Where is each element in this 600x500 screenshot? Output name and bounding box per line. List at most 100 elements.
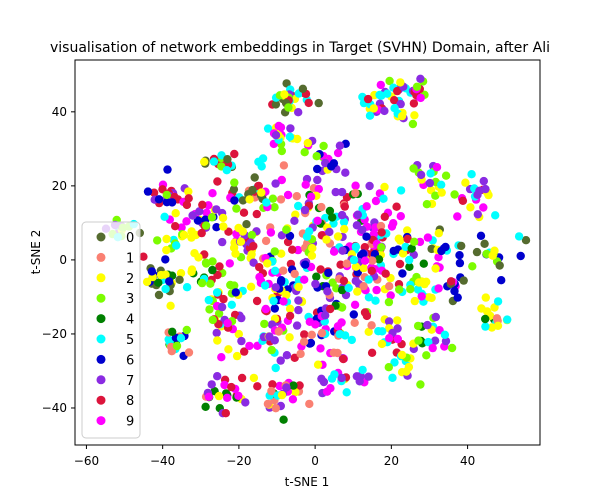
scatter-point: [497, 276, 506, 285]
scatter-point: [358, 225, 367, 235]
scatter-point: [467, 170, 476, 179]
scatter-point: [377, 243, 386, 252]
scatter-point: [263, 124, 273, 133]
scatter-point: [257, 188, 266, 197]
scatter-point: [363, 94, 373, 104]
scatter-point: [261, 304, 270, 314]
chart-title: visualisation of network embeddings in T…: [50, 40, 550, 56]
scatter-point: [396, 236, 405, 245]
scatter-point: [313, 216, 322, 225]
scatter-point: [395, 285, 404, 294]
scatter-point: [321, 311, 330, 320]
scatter-point: [376, 221, 386, 231]
scatter-point: [300, 330, 309, 339]
scatter-point: [326, 304, 335, 314]
scatter-point: [416, 170, 426, 180]
scatter-point: [252, 296, 262, 306]
scatter-point: [322, 387, 332, 396]
scatter-point: [175, 275, 184, 284]
scatter-point: [396, 186, 406, 195]
scatter-point: [403, 234, 412, 244]
scatter-point: [314, 184, 323, 194]
scatter-point: [249, 241, 258, 251]
scatter-point: [294, 305, 303, 315]
scatter-point: [230, 178, 239, 187]
scatter-point: [161, 284, 170, 294]
scatter-point: [230, 196, 239, 205]
scatter-point: [329, 247, 339, 256]
scatter-point: [329, 348, 338, 357]
scatter-point: [437, 180, 446, 189]
scatter-point: [208, 257, 217, 266]
scatter-point: [351, 188, 360, 198]
scatter-point: [295, 381, 304, 390]
scatter-point: [351, 181, 360, 190]
scatter-point: [412, 82, 422, 92]
scatter-point: [455, 258, 465, 268]
scatter-point: [230, 149, 239, 159]
scatter-point: [434, 253, 443, 262]
scatter-point: [171, 222, 180, 231]
scatter-point: [365, 181, 374, 191]
scatter-point: [204, 392, 214, 401]
scatter-point: [423, 320, 432, 330]
scatter-point: [300, 148, 309, 157]
scatter-point: [313, 360, 323, 369]
x-tick-label: −60: [74, 454, 99, 468]
scatter-point: [248, 185, 257, 195]
scatter-point: [252, 209, 261, 219]
scatter-point: [396, 99, 405, 109]
scatter-point: [322, 235, 331, 244]
scatter-point: [213, 177, 222, 186]
scatter-point: [384, 297, 394, 307]
scatter-point: [301, 260, 310, 269]
scatter-point: [275, 381, 284, 391]
scatter-point: [424, 293, 434, 302]
scatter-point: [369, 104, 378, 113]
scatter-point: [316, 344, 325, 353]
scatter-point: [410, 296, 419, 306]
scatter-point: [238, 196, 248, 205]
scatter-point: [188, 211, 197, 220]
scatter-point: [304, 98, 313, 108]
x-axis-label: t-SNE 1: [285, 475, 330, 489]
scatter-point: [271, 363, 280, 373]
scatter-point: [268, 194, 278, 203]
scatter-point: [481, 293, 490, 302]
scatter-point: [340, 202, 349, 211]
scatter-point: [390, 358, 399, 367]
scatter-point: [234, 329, 243, 339]
scatter-point: [220, 380, 229, 390]
scatter-point: [217, 302, 227, 312]
scatter-point: [229, 185, 239, 194]
scatter-point: [422, 277, 431, 286]
scatter-point: [279, 266, 288, 275]
scatter-point: [325, 206, 335, 216]
scatter-point: [162, 234, 171, 244]
scatter-point: [217, 353, 226, 362]
scatter-point: [368, 256, 377, 265]
scatter-point: [305, 317, 314, 326]
scatter-point: [279, 161, 289, 170]
scatter-point: [360, 308, 370, 317]
scatter-point: [360, 256, 370, 265]
scatter-point: [350, 318, 359, 327]
scatter-point: [277, 249, 286, 258]
scatter-point: [277, 175, 286, 185]
scatter-point: [328, 213, 337, 222]
scatter-point: [271, 283, 280, 292]
scatter-point: [288, 245, 297, 254]
scatter-point: [342, 388, 351, 397]
scatter-point: [358, 249, 368, 258]
scatter-point: [207, 380, 216, 389]
scatter-point: [257, 162, 266, 171]
scatter-point: [276, 277, 286, 287]
scatter-point: [392, 202, 401, 211]
scatter-point: [234, 391, 243, 400]
scatter-point: [197, 278, 207, 288]
scatter-point: [240, 347, 249, 356]
scatter-point: [441, 336, 451, 346]
scatter-point: [408, 119, 418, 129]
scatter-point: [200, 157, 209, 166]
